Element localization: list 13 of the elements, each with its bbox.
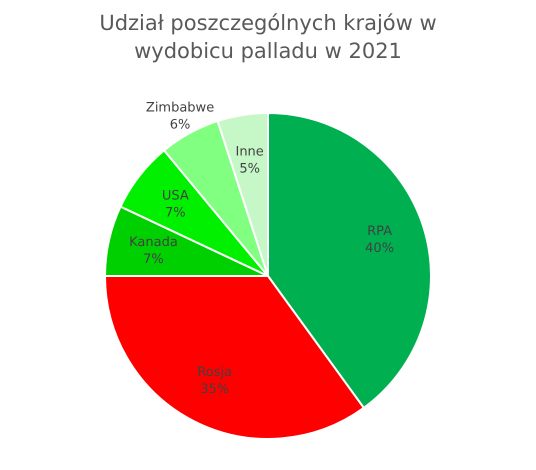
chart-title: Udział poszczególnych krajów w wydobicu palladu w 2021 xyxy=(99,10,437,63)
slice-label: Rosja xyxy=(197,364,232,380)
slice-label: Zimbabwe xyxy=(146,100,214,116)
slice-label: Inne xyxy=(235,144,264,160)
data-label: 7% xyxy=(143,252,164,267)
data-label: 40% xyxy=(365,241,394,256)
data-label: 35% xyxy=(200,382,230,397)
data-label: 7% xyxy=(164,205,186,220)
slice-label: USA xyxy=(162,188,189,204)
data-label: 6% xyxy=(170,117,190,132)
slice-label: Kanada xyxy=(129,234,178,250)
data-label: 5% xyxy=(239,161,260,176)
slice-label: RPA xyxy=(367,224,392,240)
